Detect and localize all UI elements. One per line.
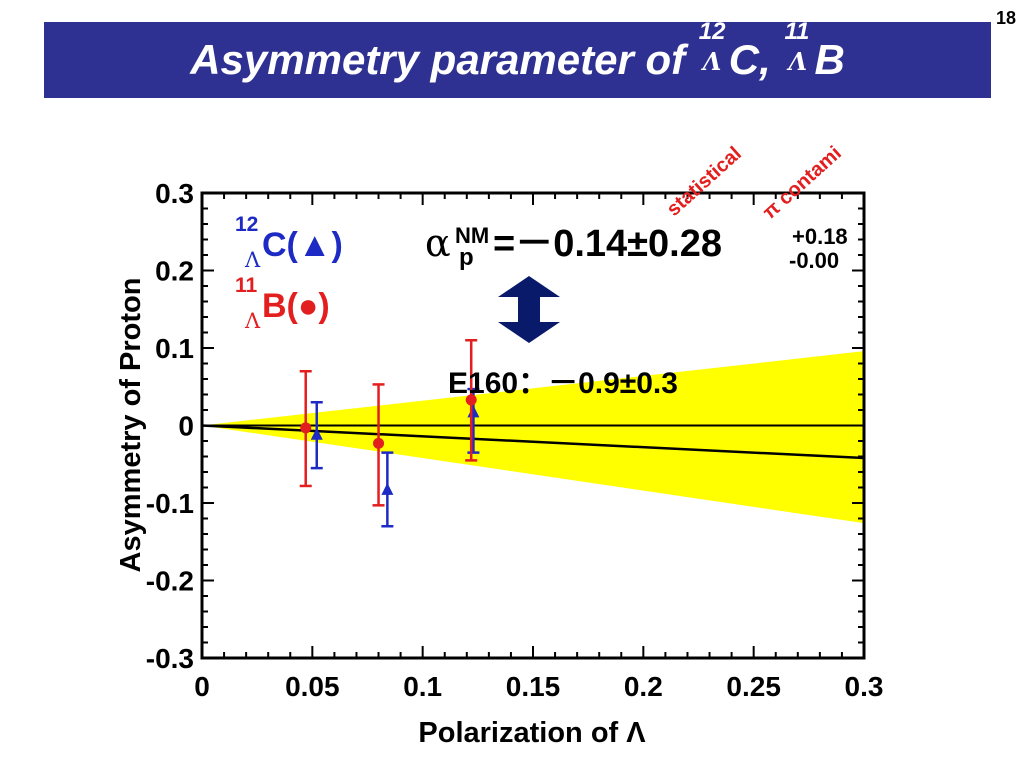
title-nuclide-1-scripts: 12 Λ (697, 20, 729, 76)
legend-boron-mass: 11 (235, 274, 258, 297)
y-tick-label: -0.3 (146, 643, 194, 674)
title-nuclide-1-mass: 12 (698, 18, 726, 45)
y-tick-label: 0.1 (155, 333, 194, 364)
x-tick-label: 0.25 (726, 671, 781, 702)
result-annotation: α NM p =－0.14±0.28 +0.18 -0.00 (425, 221, 848, 273)
legend-carbon-mass: 12 (235, 213, 258, 236)
y-tick-label: -0.2 (146, 566, 194, 597)
title-nuclide-2-mass: 11 (784, 18, 810, 45)
result-err-minus: -0.00 (789, 248, 839, 273)
legend-boron-label: B(●) (262, 287, 330, 325)
x-tick-label: 0.2 (624, 671, 663, 702)
x-axis-label: Polarization of Λ (418, 717, 646, 749)
pi-contamination-label: π contami (759, 142, 846, 224)
y-tick-label: 0.3 (155, 178, 194, 209)
y-tick-label: -0.1 (146, 488, 194, 519)
title-nuclide-2-symbol: B (814, 36, 845, 83)
carbon-point-0 (310, 427, 323, 440)
x-tick-label: 0.05 (285, 671, 340, 702)
x-tick-label: 0.1 (403, 671, 442, 702)
page-number: 18 (995, 8, 1016, 28)
boron-point-0 (300, 422, 312, 434)
legend-carbon-label: C(▲) (262, 226, 343, 264)
legend: 12 Λ C(▲) 11 Λ B(●) (235, 213, 343, 333)
title-nuclide-2-scripts: 11 Λ (782, 20, 814, 76)
carbon-point-1 (381, 482, 394, 495)
x-tick-label: 0.15 (506, 671, 561, 702)
title-nuclide-2-sub: Λ (788, 47, 808, 76)
x-tick-label: 0.3 (845, 671, 884, 702)
boron-point-2 (465, 394, 477, 406)
title-prefix: Asymmetry parameter of (190, 36, 697, 83)
result-subscript: p (459, 244, 474, 271)
y-tick-label: 0.2 (155, 256, 194, 287)
title-bar: Asymmetry parameter of 12 Λ C, 11 Λ B (44, 20, 991, 98)
statistical-label: statistical (663, 143, 746, 221)
x-tick-label: 0 (194, 671, 210, 702)
y-axis-label: Asymmetry of Proton (115, 278, 147, 573)
legend-boron-sub: Λ (244, 309, 261, 333)
fit-line (201, 424, 865, 460)
e160-label: E160：－0.9±0.3 (448, 367, 678, 400)
slide-title: Asymmetry parameter of 12 Λ C, 11 Λ B (44, 20, 991, 98)
double-arrow-icon (498, 276, 560, 343)
title-nuclide-1-sub: Λ (702, 47, 722, 76)
boron-point-1 (373, 437, 385, 449)
y-tick-label: 0 (178, 411, 194, 442)
uncertainty-band (202, 351, 864, 524)
result-err-plus: +0.18 (792, 224, 848, 249)
result-alpha: α (425, 221, 451, 265)
legend-carbon-sub: Λ (244, 248, 261, 272)
title-nuclide-1-symbol: C, (728, 36, 771, 83)
result-value: =－0.14±0.28 (493, 223, 722, 265)
result-superscript: NM (455, 223, 489, 248)
